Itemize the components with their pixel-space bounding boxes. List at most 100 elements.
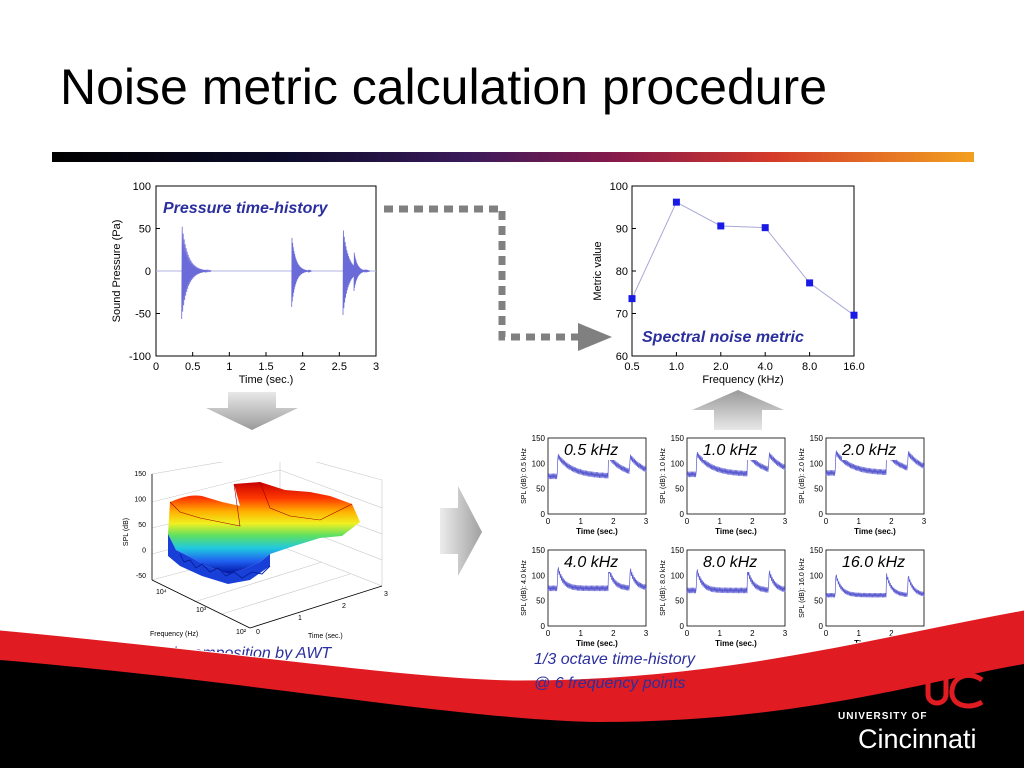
tf-ztick: 50 [138, 522, 146, 529]
octave-xtick: 1 [578, 517, 583, 526]
octave-xtick: 1 [578, 629, 583, 638]
octave-ytick: 50 [675, 597, 684, 606]
octave-band-label: 0.5 kHz [564, 442, 619, 460]
pressure-ytick: 0 [145, 266, 151, 278]
octave-caption-line2: @ 6 frequency points [534, 675, 686, 692]
pressure-ytick: -50 [135, 309, 151, 321]
octave-ytick: 50 [814, 485, 823, 494]
tf-freq-tick: 10³ [196, 607, 207, 614]
octave-ytick: 150 [671, 546, 685, 555]
university-of-label: UNIVERSITY OF [838, 711, 928, 722]
metric-xtick: 1.0 [669, 361, 684, 373]
metric-xtick: 16.0 [843, 361, 864, 373]
octave-band-label: 2.0 kHz [842, 442, 897, 460]
tf-ztick: 150 [134, 471, 146, 478]
pressure-xtick: 0.5 [185, 361, 200, 373]
metric-ytick: 80 [616, 266, 628, 278]
octave-ytick: 100 [810, 459, 824, 468]
octave-xtick: 0 [546, 629, 551, 638]
octave-ytick: 50 [536, 597, 545, 606]
metric-ytick: 90 [616, 224, 628, 236]
octave-xtick: 0 [824, 517, 829, 526]
tf-surface-svg: 150 100 50 0 -50 10⁴ 10³ 10² 0 1 2 3 SPL (dB) Fre… [123, 451, 388, 640]
octave-xtick: 2 [889, 629, 894, 638]
metric-caption: Spectral noise metric [642, 329, 804, 347]
tf-ztick: 100 [134, 497, 146, 504]
octave-ylabel: SPL (dB): 0.5 kHz [521, 448, 528, 504]
uc-monogram-icon [924, 672, 984, 709]
octave-xlabel: Time (sec.) [576, 639, 618, 648]
octave-xtick: 3 [644, 517, 649, 526]
pressure-burst [291, 237, 312, 308]
octave-ytick: 150 [810, 546, 824, 555]
tf-surface-plot: 150 100 50 0 -50 10⁴ 10³ 10² 0 1 2 3 SPL (dB) Fre… [110, 451, 400, 642]
octave-xtick: 2 [750, 629, 755, 638]
octave-band-label: 1.0 kHz [703, 442, 758, 460]
metric-ytick: 70 [616, 309, 628, 321]
down-arrow [206, 392, 298, 430]
tf-time-tick: 2 [342, 603, 346, 610]
octave-xtick: 1 [717, 629, 722, 638]
metric-point [628, 295, 636, 303]
pressure-xtick: 1 [226, 361, 232, 373]
octave-xlabel: Time (sec.) [576, 527, 618, 536]
octave-trace [686, 567, 786, 594]
university-logo: UNIVERSITY OF Cincinnati [838, 672, 998, 760]
metric-ytick: 100 [610, 181, 628, 193]
octave-ytick: 100 [532, 571, 546, 580]
pressure-burst [181, 226, 212, 320]
octave-ylabel: SPL (dB): 4.0 kHz [521, 560, 528, 616]
pressure-burst [353, 252, 371, 292]
octave-ytick: 50 [536, 485, 545, 494]
octave-xtick: 1 [856, 629, 861, 638]
tf-time-label: Time (sec.) [308, 633, 343, 640]
octave-ytick: 0 [819, 510, 824, 519]
metric-xtick: 2.0 [713, 361, 728, 373]
tf-freq-label: Frequency (Hz) [150, 631, 198, 638]
university-name: Cincinnati [858, 724, 977, 754]
octave-ytick: 0 [680, 622, 685, 631]
octave-ylabel: SPL (dB): 2.0 kHz [799, 448, 806, 504]
tf-ztick: -50 [136, 573, 146, 580]
pressure-xtick: 2 [300, 361, 306, 373]
octave-xtick: 0 [685, 629, 690, 638]
pressure-ytick: 50 [139, 224, 151, 236]
metric-xtick: 8.0 [802, 361, 817, 373]
octave-band-label: 4.0 kHz [564, 554, 619, 572]
octave-xtick: 2 [611, 517, 616, 526]
pressure-ylabel: Sound Pressure (Pa) [111, 220, 123, 323]
octave-ytick: 50 [675, 485, 684, 494]
pressure-xtick: 2.5 [332, 361, 347, 373]
octave-xlabel: Time (sec.) [854, 527, 896, 536]
octave-xtick: 2 [611, 629, 616, 638]
pressure-xlabel: Time (sec.) [239, 374, 294, 386]
tf-time-tick: 3 [384, 591, 388, 598]
pressure-xtick: 0 [153, 361, 159, 373]
octave-trace [547, 453, 647, 480]
metric-point [761, 224, 769, 232]
slide-title: Noise metric calculation procedure [60, 59, 828, 115]
metric-chart-svg: 100 90 80 70 60 0.5 1.0 2.0 4.0 8.0 16.0 Frequenc… [592, 181, 865, 386]
octave-ytick: 150 [532, 434, 546, 443]
octave-trace [825, 573, 925, 598]
octave-xlabel: Time (sec.) [715, 527, 757, 536]
pressure-ytick: -100 [129, 351, 151, 363]
octave-ytick: 0 [819, 622, 824, 631]
octave-ytick: 0 [680, 510, 685, 519]
octave-xtick: 1 [717, 517, 722, 526]
octave-caption-line1: 1/3 octave time-history [534, 651, 695, 668]
octave-xtick: 3 [644, 629, 649, 638]
octave-ytick: 100 [671, 459, 685, 468]
footer-band [0, 610, 1024, 768]
octave-ytick: 100 [810, 571, 824, 580]
octave-ytick: 100 [532, 459, 546, 468]
right-arrow [440, 486, 482, 576]
octave-xtick: 0 [685, 517, 690, 526]
octave-band-label: 8.0 kHz [703, 554, 758, 572]
metric-xlabel: Frequency (kHz) [702, 374, 783, 386]
octave-xtick: 2 [750, 517, 755, 526]
octave-ytick: 50 [814, 597, 823, 606]
octave-ylabel: SPL (dB): 16.0 kHz [799, 558, 806, 618]
octave-trace [686, 451, 786, 478]
metric-ytick: 60 [616, 351, 628, 363]
